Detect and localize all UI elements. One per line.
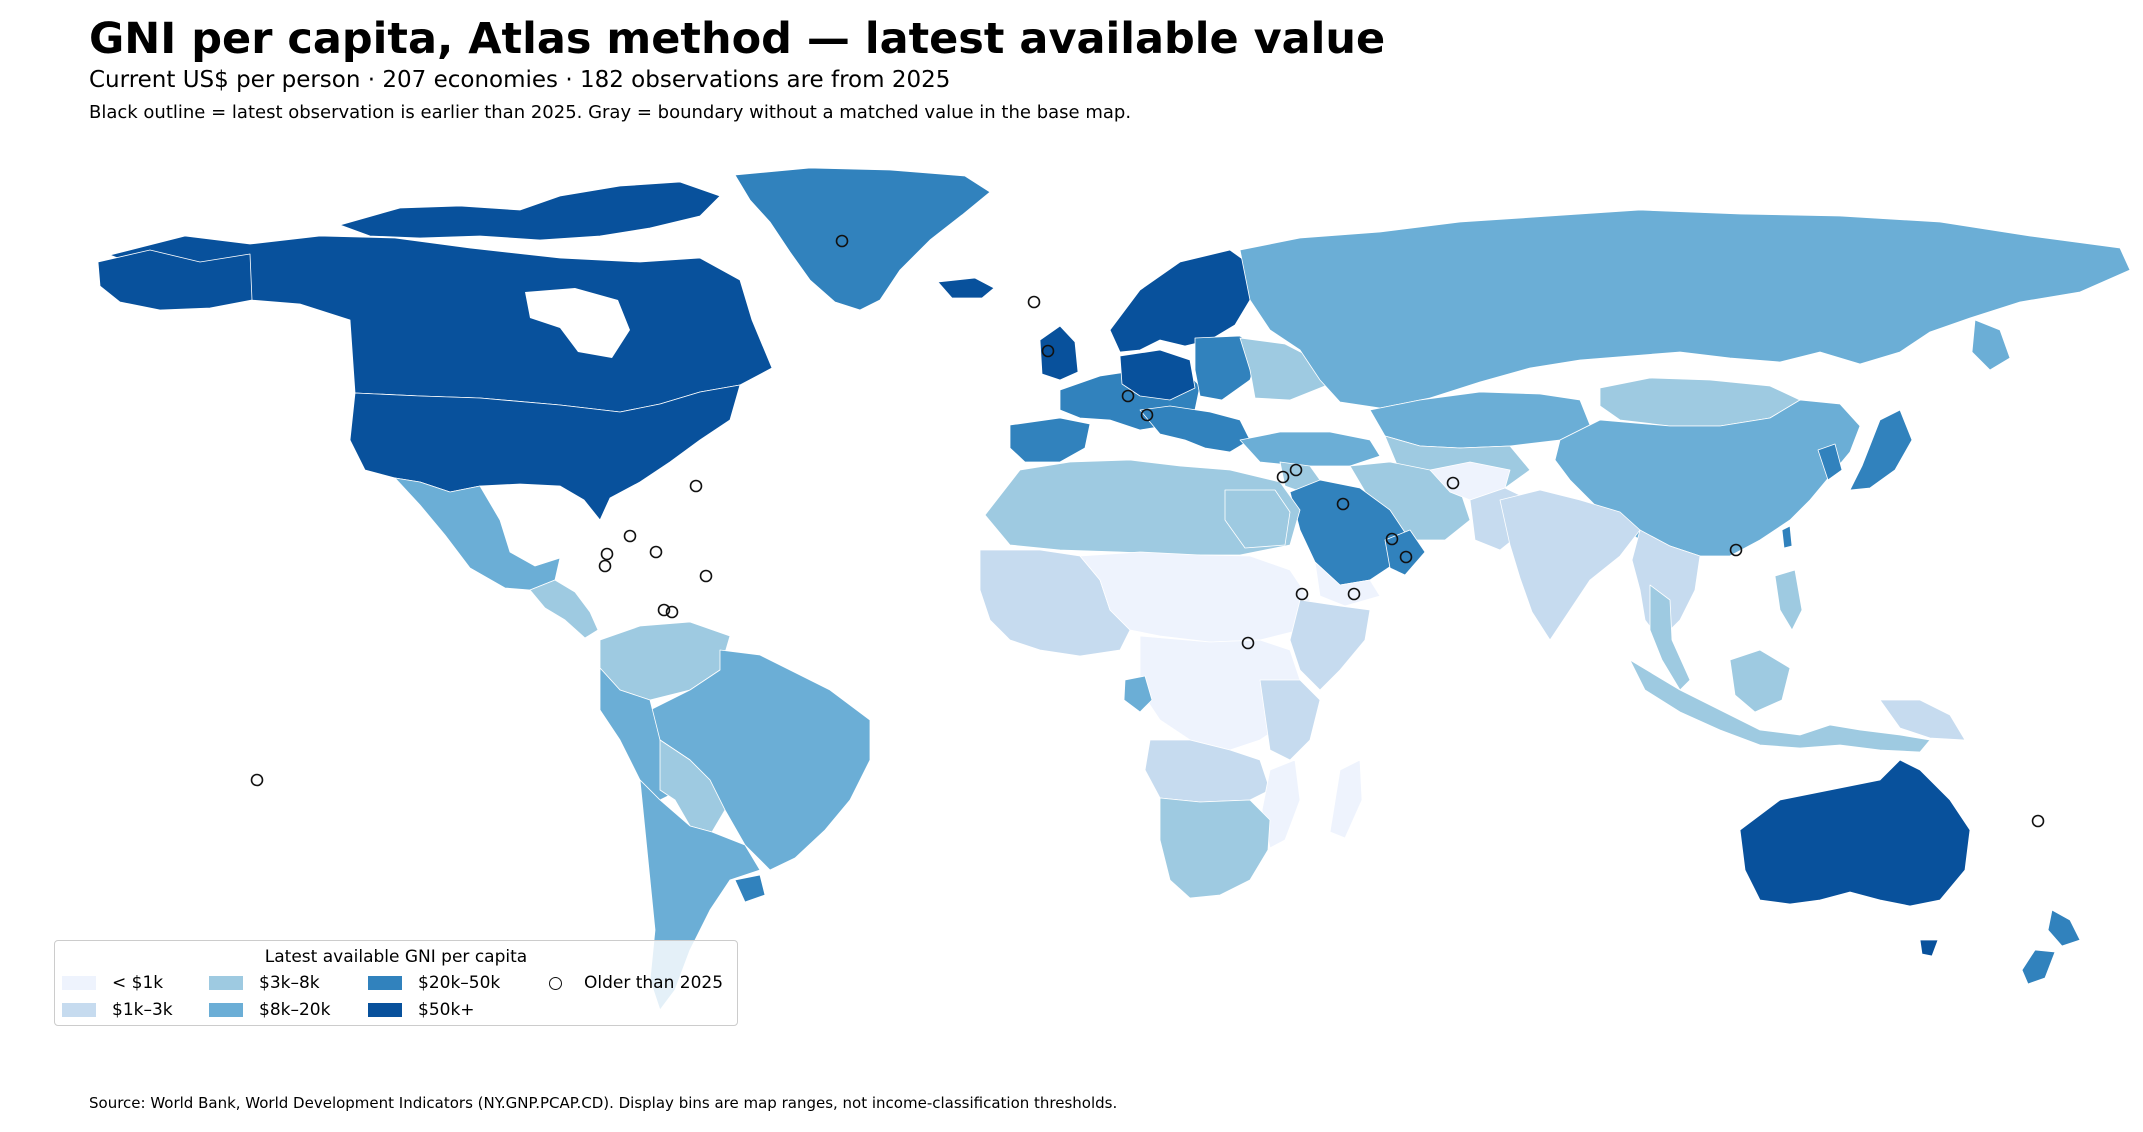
older-marker — [1295, 587, 1309, 601]
legend-label: $1k–3k — [112, 1000, 173, 1020]
region-borneo — [1729, 649, 1791, 713]
region-thailand-malaysia — [1649, 584, 1691, 691]
legend-swatch — [368, 976, 402, 990]
legend-item-older: Older than 2025 — [541, 973, 723, 993]
region-horn-africa — [1289, 599, 1371, 691]
region-east-africa — [1259, 679, 1321, 761]
region-taiwan — [1781, 525, 1793, 549]
older-marker — [1729, 543, 1743, 557]
legend-label: < $1k — [112, 973, 164, 993]
legend-item-3k8k: $3k–8k — [209, 973, 320, 993]
region-russia — [1239, 209, 2131, 409]
region-turkey-caucasus — [1239, 431, 1381, 467]
older-marker — [1446, 476, 1460, 490]
older-marker — [1041, 344, 1055, 358]
older-marker — [1289, 463, 1303, 477]
legend-label: $3k–8k — [259, 973, 320, 993]
older-marker — [1399, 550, 1413, 564]
region-png — [1879, 699, 1966, 741]
legend-swatch — [368, 1003, 402, 1017]
region-philippines — [1774, 569, 1803, 631]
region-tasmania — [1919, 939, 1939, 957]
older-marker — [623, 529, 637, 543]
region-hudson-bay — [525, 288, 630, 358]
region-kamchatka — [1971, 319, 2011, 371]
legend-item-20k50k: $20k–50k — [368, 973, 500, 993]
region-uk — [1039, 325, 1079, 381]
older-marker — [835, 234, 849, 248]
region-korea — [1817, 443, 1843, 481]
region-new-zealand — [2047, 909, 2081, 947]
region-greenland — [734, 167, 991, 311]
region-alaska — [97, 249, 253, 311]
older-marker — [665, 605, 679, 619]
region-central-america — [529, 579, 599, 639]
region-iceland — [937, 277, 995, 299]
legend-swatch — [209, 1003, 243, 1017]
region-new-zealand-south — [2021, 949, 2056, 985]
region-australia — [1739, 759, 1971, 907]
region-indonesia — [1629, 659, 1931, 753]
older-marker — [2031, 814, 2045, 828]
legend-swatch — [209, 976, 243, 990]
older-marker — [598, 559, 612, 573]
older-marker — [699, 569, 713, 583]
region-uruguay — [734, 874, 766, 903]
legend-item-gt50k: $50k+ — [368, 1000, 475, 1020]
older-marker — [1385, 532, 1399, 546]
older-marker — [1140, 408, 1154, 422]
legend-label: Older than 2025 — [584, 973, 724, 993]
region-germany-alps — [1119, 349, 1196, 401]
older-marker — [1027, 295, 1041, 309]
legend-label: $20k–50k — [418, 973, 501, 993]
region-congo-gabon — [1123, 675, 1153, 713]
legend-swatch — [62, 976, 96, 990]
region-oman — [1384, 529, 1426, 576]
region-north-africa — [984, 459, 1301, 556]
older-marker — [1336, 497, 1350, 511]
legend-title: Latest available GNI per capita — [264, 947, 528, 967]
older-marker — [250, 773, 264, 787]
map-legend: Latest available GNI per capita < $1k $1… — [54, 940, 738, 1026]
older-than-2025-markers — [250, 234, 2045, 828]
older-marker — [689, 479, 703, 493]
older-marker — [1347, 587, 1361, 601]
legend-label: $50k+ — [418, 1000, 475, 1020]
region-scandinavia — [1109, 249, 1256, 353]
older-marker — [1121, 389, 1135, 403]
older-marker — [600, 547, 614, 561]
map-note: Black outline = latest observation is ea… — [89, 102, 1132, 123]
older-marker — [1241, 636, 1255, 650]
legend-item-lt1k: < $1k — [62, 973, 163, 993]
region-arctic-islands — [339, 181, 721, 241]
region-madagascar — [1329, 759, 1363, 839]
legend-label: $8k–20k — [259, 1000, 331, 1020]
region-southern-africa — [1159, 797, 1271, 899]
region-mozambique — [1261, 759, 1301, 849]
source-note: Source: World Bank, World Development In… — [89, 1094, 1118, 1112]
older-ring-icon — [549, 976, 562, 990]
legend-item-8k20k: $8k–20k — [209, 1000, 330, 1020]
legend-swatch — [62, 1003, 96, 1017]
region-ukraine-belarus — [1239, 337, 1326, 401]
older-marker — [657, 603, 671, 617]
map-title: GNI per capita, Atlas method — latest av… — [89, 14, 1386, 64]
region-italy-balkans — [1139, 405, 1251, 453]
legend-item-1k3k: $1k–3k — [62, 1000, 173, 1020]
older-marker — [649, 545, 663, 559]
region-sahel — [1079, 551, 1311, 643]
region-egypt — [1224, 489, 1291, 549]
region-southern-africa-north — [1144, 739, 1271, 803]
region-usa — [349, 384, 741, 521]
region-mexico — [394, 477, 561, 591]
region-japan — [1849, 409, 1913, 491]
region-yemen — [1314, 561, 1381, 607]
older-marker — [1276, 470, 1290, 484]
region-india — [1499, 489, 1641, 641]
region-iberia — [1009, 417, 1091, 463]
map-subtitle: Current US$ per person · 207 economies ·… — [89, 67, 951, 93]
